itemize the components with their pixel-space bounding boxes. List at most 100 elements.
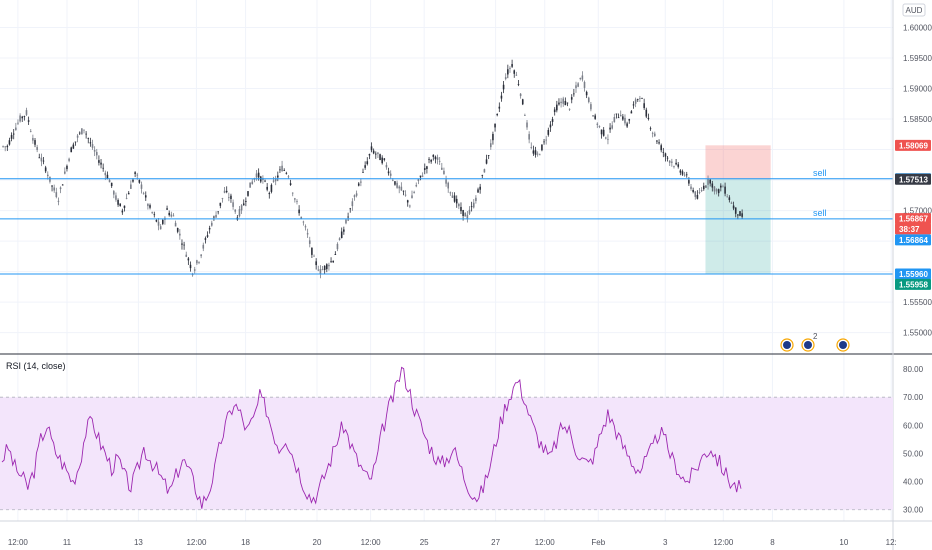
rsi-title[interactable]: RSI (14, close) — [6, 361, 66, 371]
candle-body — [428, 159, 430, 160]
candle-body — [89, 142, 92, 144]
candle-body — [579, 78, 582, 79]
candle-body — [296, 201, 298, 202]
candle-body — [55, 192, 58, 198]
candle-body — [398, 186, 401, 189]
candle-body — [485, 159, 488, 164]
candle-body — [545, 139, 547, 141]
candle-body — [681, 171, 684, 175]
currency-badge[interactable]: AUD — [902, 3, 926, 17]
candle-body — [245, 201, 247, 202]
price-tick-label: 1.58500 — [903, 115, 932, 124]
candle-body — [449, 192, 452, 194]
candle-body — [649, 128, 652, 130]
candle-body — [717, 189, 720, 194]
candle-body — [596, 123, 599, 125]
candle-body — [15, 127, 17, 130]
candle-body — [573, 93, 575, 95]
candle-body — [330, 261, 332, 262]
candle-body — [673, 166, 675, 168]
rsi-axis[interactable]: 80.00 70.00 60.00 50.00 40.00 30.00 — [903, 365, 924, 515]
candle-body — [125, 197, 128, 199]
price-tag-box — [895, 268, 931, 280]
candle-body — [509, 67, 511, 69]
candle-body — [343, 229, 345, 232]
candle-body — [394, 181, 396, 185]
candle-body — [187, 258, 190, 261]
time-axis[interactable]: 12:00 11 13 12:00 18 20 12:00 25 27 12:00 Feb 3 12:0… — [8, 538, 897, 547]
flag-event-icon[interactable]: 2 — [801, 332, 818, 352]
candle-body — [189, 264, 192, 269]
candle-body — [283, 170, 286, 171]
candle-body — [104, 172, 107, 176]
candle-body — [502, 84, 505, 90]
time-tick-label: 12:00 — [361, 538, 382, 547]
candle-body — [2, 146, 4, 147]
candle-body — [643, 103, 645, 109]
rsi-tick-label: 70.00 — [903, 393, 924, 402]
candle-body — [368, 154, 371, 156]
candle-body — [387, 171, 390, 174]
candle-body — [242, 203, 245, 206]
candle-body — [494, 123, 496, 128]
candle-body — [396, 182, 398, 188]
candle-body — [617, 117, 620, 119]
candle-body — [536, 153, 539, 155]
stop-loss-zone[interactable] — [705, 145, 771, 179]
candle-body — [285, 172, 288, 174]
candle-body — [34, 140, 36, 145]
short-position-tool[interactable] — [705, 145, 771, 275]
take-profit-zone[interactable] — [705, 178, 771, 275]
candle-body — [272, 180, 275, 182]
candle-body — [690, 186, 692, 189]
candle-body — [594, 115, 596, 119]
price-tick-label: 1.59000 — [903, 85, 932, 94]
price-axis[interactable]: 1.60000 1.59500 1.59000 1.58500 1.57000 1.555… — [903, 23, 932, 337]
candle-body — [36, 147, 38, 150]
candle-body — [360, 181, 362, 183]
candle-body — [206, 235, 209, 237]
candle-body — [225, 190, 228, 193]
candle-body — [130, 184, 132, 189]
event-markers[interactable]: 2 — [780, 332, 850, 352]
candle-body — [257, 172, 260, 178]
candle-body — [404, 194, 407, 196]
candle-body — [432, 154, 435, 157]
candle-body — [483, 169, 486, 173]
candle-body — [647, 117, 650, 119]
candle-body — [694, 191, 697, 197]
candle-body — [636, 99, 639, 101]
currency-label: AUD — [906, 6, 923, 15]
candle-body — [95, 152, 98, 156]
candle-body — [415, 185, 418, 187]
candle-body — [419, 175, 422, 178]
time-tick-label: 13 — [134, 538, 143, 547]
candle-body — [106, 174, 109, 179]
candle-body — [23, 116, 26, 117]
candle-body — [455, 198, 458, 204]
price-tag: 1.55958 — [895, 278, 931, 290]
flag-event-icon[interactable] — [836, 338, 850, 352]
candle-body — [353, 195, 356, 198]
candle-body — [453, 195, 456, 202]
candle-body — [654, 133, 656, 136]
candle-body — [696, 194, 699, 199]
candle-body — [692, 190, 694, 192]
candle-body — [556, 104, 558, 111]
horizontal-lines[interactable]: sell sell — [0, 168, 893, 275]
candle-body — [679, 170, 682, 173]
candle-body — [8, 140, 11, 145]
candle-body — [730, 202, 733, 204]
candle-body — [12, 133, 15, 135]
candle-body — [91, 144, 94, 148]
candle-body — [732, 205, 735, 209]
candle-body — [123, 205, 126, 208]
flag-event-icon[interactable] — [780, 338, 794, 352]
candle-body — [702, 185, 705, 190]
candle-body — [671, 161, 673, 163]
candle-body — [323, 265, 326, 271]
candle-body — [159, 226, 162, 230]
candle-body — [217, 211, 219, 213]
candle-body — [251, 181, 254, 185]
